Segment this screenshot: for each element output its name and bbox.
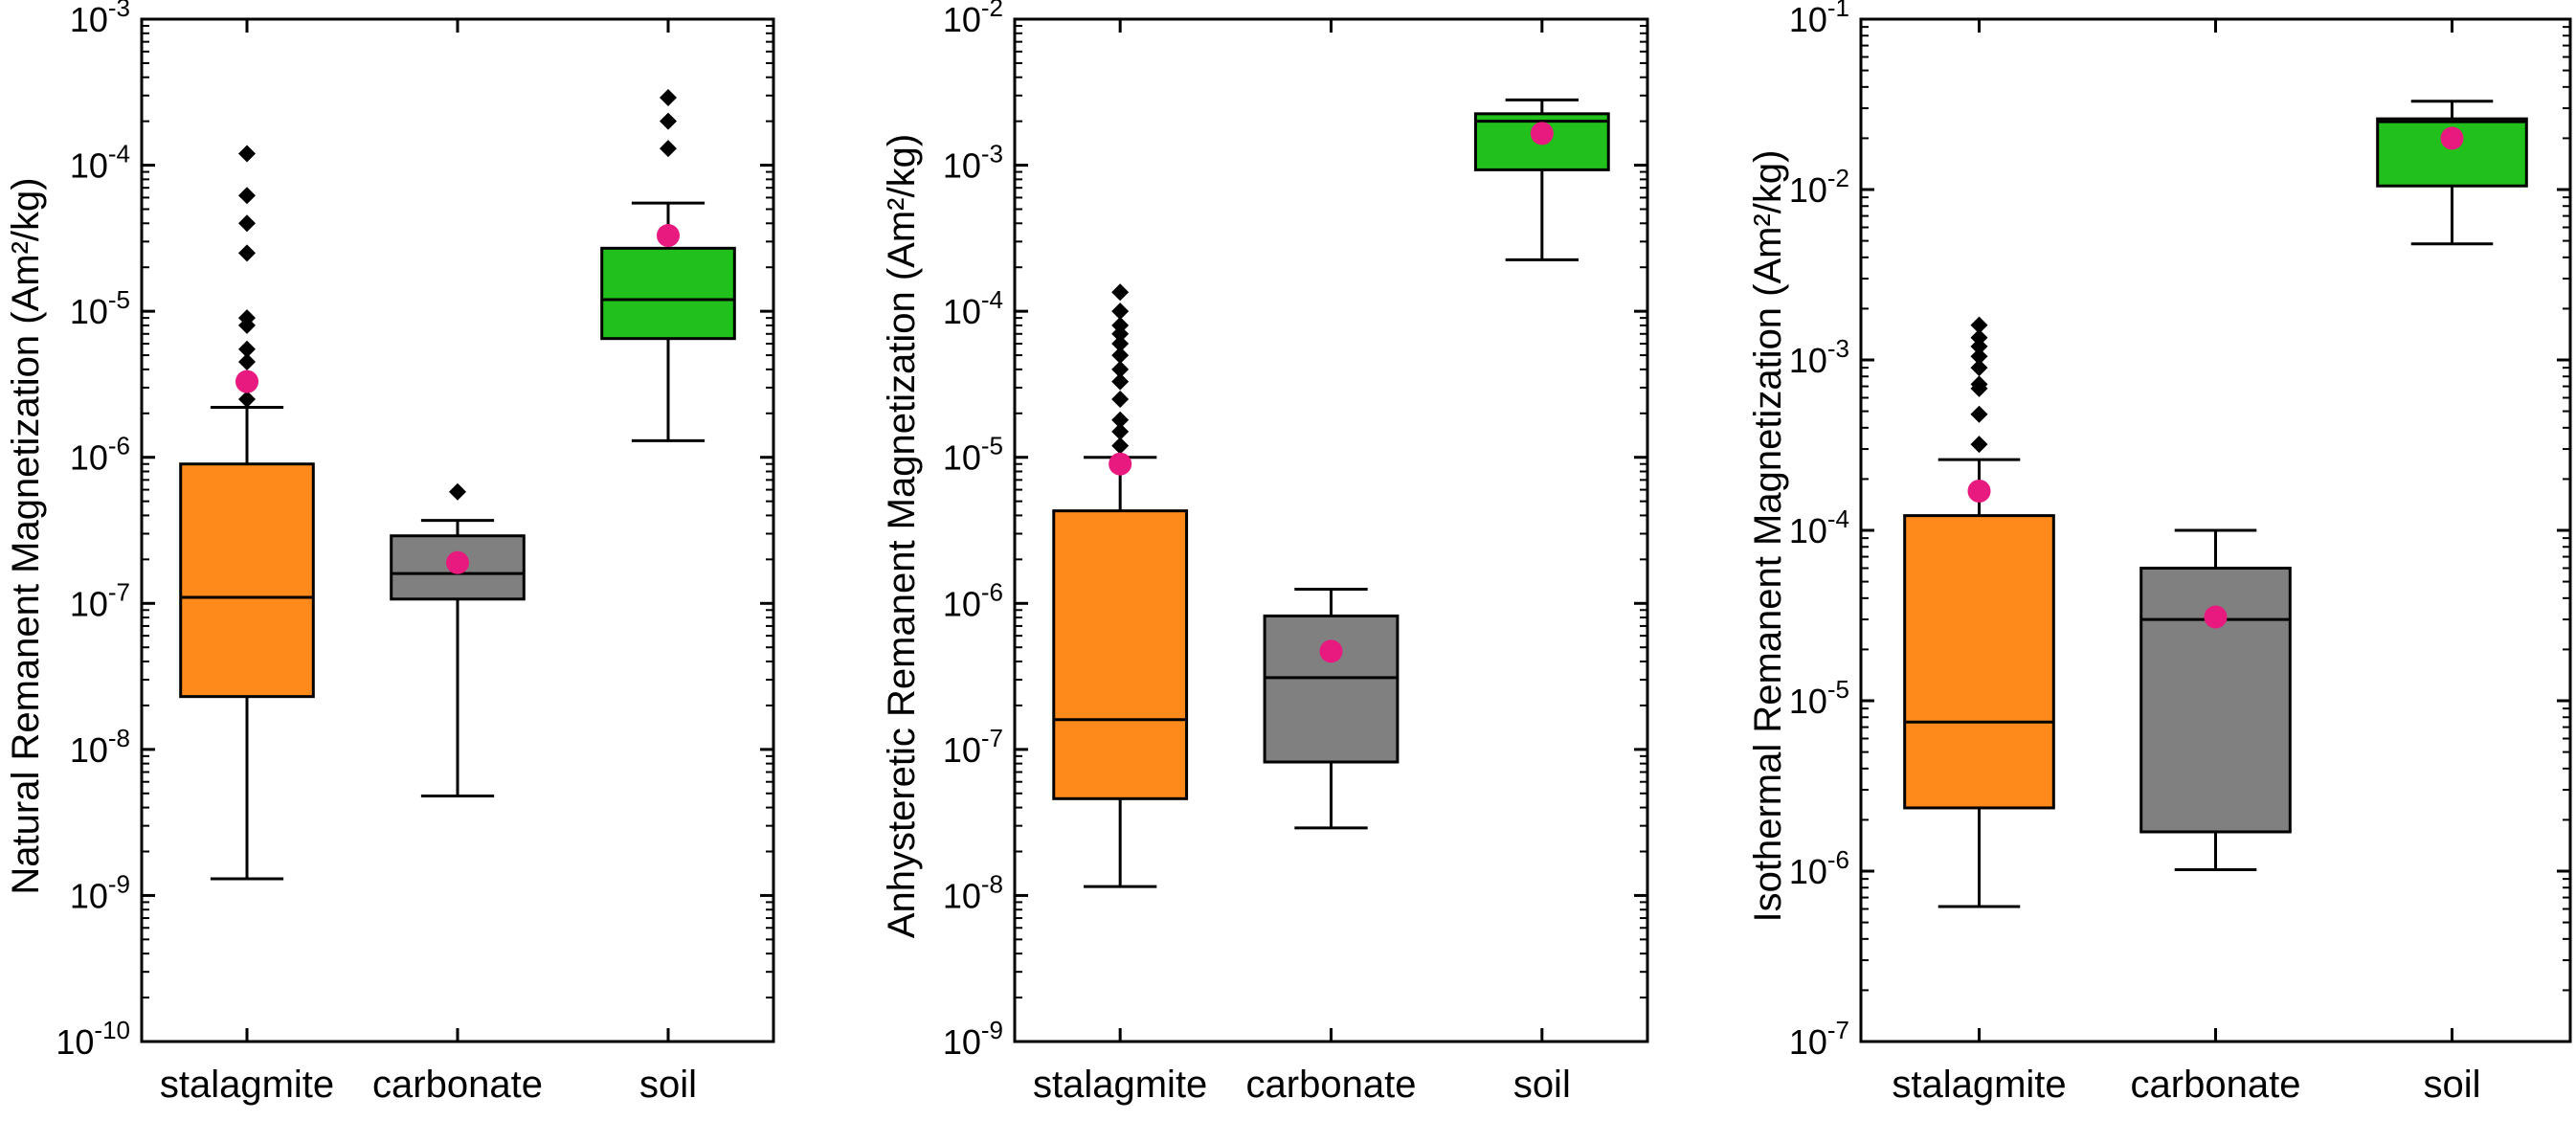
iqr-box xyxy=(1263,614,1400,764)
plot-frame xyxy=(1859,17,2572,1043)
mean-point xyxy=(446,550,469,574)
plot-frame xyxy=(1013,17,1649,1043)
outlier-point xyxy=(1111,334,1130,352)
y-tick-label: 10-5 xyxy=(943,432,1003,478)
outlier-point xyxy=(1111,422,1130,440)
y-tick-label: 10-6 xyxy=(1789,845,1849,891)
y-tick-label: 10-7 xyxy=(70,577,130,623)
box-carbonate xyxy=(2139,528,2292,871)
outlier-point xyxy=(1970,375,1988,393)
iqr-box xyxy=(1903,514,2055,810)
outlier-point xyxy=(1111,411,1130,429)
x-tick-label: stalagmite xyxy=(1892,1064,2066,1106)
y-tick-label: 10-6 xyxy=(70,432,130,478)
outlier-point xyxy=(1111,391,1130,408)
y-tick-label: 10-7 xyxy=(943,724,1003,770)
y-tick-label: 10-10 xyxy=(56,1016,130,1062)
box-stalagmite xyxy=(179,145,315,881)
y-axis-label: Natural Remanent Magnetization (Am²/kg) xyxy=(5,177,47,894)
y-tick-label: 10-2 xyxy=(943,0,1003,39)
outlier-point xyxy=(238,214,256,233)
box-stalagmite xyxy=(1903,316,2055,908)
outlier-point xyxy=(1970,347,1988,366)
x-tick-label: carbonate xyxy=(1246,1064,1417,1106)
box-stalagmite xyxy=(1052,283,1189,888)
y-tick-label: 10-6 xyxy=(943,577,1003,623)
y-tick-label: 10-9 xyxy=(943,1016,1003,1062)
outlier-point xyxy=(238,244,256,262)
y-tick-label: 10-1 xyxy=(1789,0,1849,39)
outlier-point xyxy=(238,391,256,408)
outlier-point xyxy=(238,309,256,327)
y-tick-label: 10-4 xyxy=(1789,504,1849,550)
y-tick-label: 10-4 xyxy=(943,285,1003,331)
panel-2: 10-9 10-8 10-7 10-6 10-5 10-4 10-3 10-2 Anhyster… xyxy=(881,0,1649,1106)
x-tick-label: soil xyxy=(639,1064,697,1106)
outlier-point xyxy=(238,145,256,163)
x-tick-label: soil xyxy=(2423,1064,2480,1106)
mean-point xyxy=(2204,605,2228,629)
box-soil xyxy=(1473,98,1610,261)
y-tick-label: 10-3 xyxy=(1789,334,1849,380)
outlier-point xyxy=(1970,316,1988,334)
x-tick-label: carbonate xyxy=(372,1064,543,1106)
panel-1: 10-10 10-9 10-8 10-7 10-6 10-5 10-4 10-3 Natural… xyxy=(5,0,775,1106)
outlier-point xyxy=(1970,405,1988,423)
outlier-point xyxy=(1111,316,1130,334)
outlier-point xyxy=(1970,436,1988,454)
outlier-point xyxy=(660,89,677,107)
outlier-point xyxy=(238,340,256,358)
y-tick-label: 10-3 xyxy=(70,0,130,39)
x-tick-label: stalagmite xyxy=(1033,1064,1207,1106)
iqr-box xyxy=(600,246,736,341)
outlier-point xyxy=(238,353,256,371)
y-axis-label: Anhysteretic Remanent Magnetization (Am²… xyxy=(881,134,923,938)
y-tick-label: 10-5 xyxy=(1789,675,1849,721)
mean-point xyxy=(657,224,680,248)
outlier-point xyxy=(1111,360,1130,378)
mean-point xyxy=(1319,639,1343,663)
mean-point xyxy=(1530,122,1554,146)
iqr-box xyxy=(1052,509,1189,800)
y-tick-label: 10-4 xyxy=(70,140,130,186)
x-tick-label: soil xyxy=(1513,1064,1571,1106)
outlier-point xyxy=(1970,337,1988,355)
outlier-point xyxy=(1970,328,1988,347)
box-soil xyxy=(2376,100,2528,246)
mean-point xyxy=(2440,126,2464,150)
outlier-point xyxy=(1970,359,1988,377)
outlier-point xyxy=(1111,347,1130,365)
y-tick-label: 10-8 xyxy=(943,869,1003,915)
y-tick-label: 10-7 xyxy=(1789,1016,1849,1062)
y-tick-label: 10-9 xyxy=(70,869,130,915)
outlier-point xyxy=(1111,283,1130,302)
y-tick-label: 10-2 xyxy=(1789,164,1849,210)
outlier-point xyxy=(449,482,466,501)
box-carbonate xyxy=(390,482,526,797)
outlier-point xyxy=(1111,303,1130,321)
x-tick-label: carbonate xyxy=(2131,1064,2301,1106)
y-axis-label: Isothermal Remanent Magnetization (Am²/k… xyxy=(1747,150,1789,923)
outlier-point xyxy=(1111,437,1130,455)
outlier-point xyxy=(238,187,256,205)
y-tick-label: 10-3 xyxy=(943,140,1003,186)
x-tick-label: stalagmite xyxy=(160,1064,334,1106)
mean-point xyxy=(1967,479,1991,503)
outlier-point xyxy=(660,112,677,130)
y-tick-label: 10-8 xyxy=(70,724,130,770)
mean-point xyxy=(235,370,258,393)
box-carbonate xyxy=(1263,588,1400,830)
iqr-box xyxy=(179,462,315,699)
y-tick-label: 10-5 xyxy=(70,285,130,331)
plot-frame xyxy=(140,17,775,1043)
mean-point xyxy=(1109,452,1132,476)
box-soil xyxy=(600,89,736,442)
outlier-point xyxy=(660,140,677,158)
outlier-point xyxy=(1111,372,1130,391)
panel-3: 10-7 10-6 10-5 10-4 10-3 10-2 10-1 Isothermal R… xyxy=(1747,0,2572,1106)
